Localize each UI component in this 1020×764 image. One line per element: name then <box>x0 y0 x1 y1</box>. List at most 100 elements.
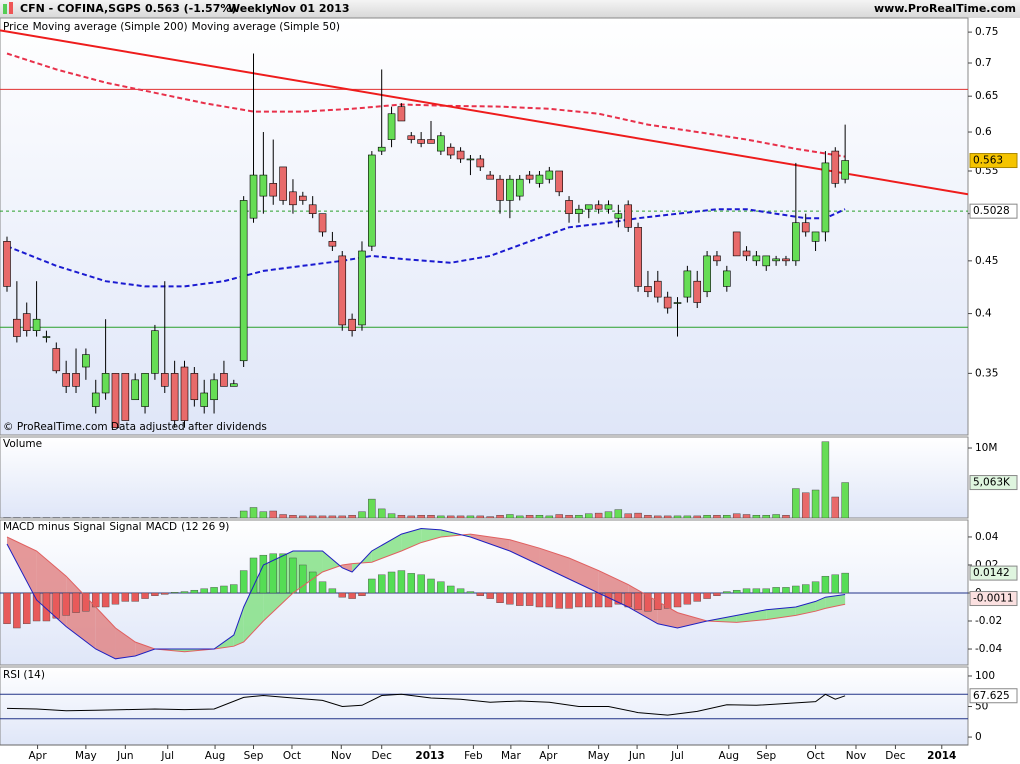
volume-bar <box>407 515 415 518</box>
y-tick-label: 0.35 <box>975 367 998 379</box>
candle-body <box>348 318 356 331</box>
histogram-bar <box>13 592 21 629</box>
histogram-bar <box>3 592 11 625</box>
macd-fill <box>677 612 708 629</box>
candle-body <box>792 222 800 262</box>
volume-bar <box>308 515 317 518</box>
macd-fill <box>569 557 599 593</box>
histogram-bar <box>23 592 31 625</box>
legend-entry: Moving average (Simple 50) <box>192 21 340 33</box>
candle-body <box>683 270 692 298</box>
histogram-bar <box>121 592 130 602</box>
y-tick-label: 0.6 <box>975 126 992 138</box>
histogram-bar <box>565 592 573 609</box>
histogram-bar <box>328 588 337 594</box>
legend-entry: Moving average (Simple 200) <box>33 21 188 33</box>
volume-bar <box>811 489 820 518</box>
candle-body <box>634 227 642 287</box>
y-tick-label: 100 <box>975 670 995 682</box>
volume-bar <box>456 515 465 518</box>
volume-bar <box>437 515 445 518</box>
histogram-bar <box>358 592 366 596</box>
candle-body <box>170 373 179 421</box>
volume-bar <box>604 511 613 518</box>
candle-body <box>624 204 633 228</box>
candle-body <box>821 162 830 233</box>
candle-body <box>397 106 406 122</box>
volume-bar <box>545 515 554 518</box>
histogram-bar <box>131 592 139 602</box>
rsi-line <box>6 693 846 716</box>
macd-fill <box>7 536 37 600</box>
macd-value-box <box>969 591 1018 607</box>
candle-body <box>476 158 485 168</box>
candle-body <box>190 373 199 401</box>
candle-body <box>525 174 534 180</box>
histogram-value: 0.0142 <box>973 567 1010 579</box>
histogram-bar <box>437 581 445 594</box>
histogram-bar <box>279 553 287 594</box>
candle-body <box>565 200 573 214</box>
candle-body <box>239 200 248 362</box>
site: www.ProRealTime.com <box>874 2 1016 15</box>
macd-fill <box>342 563 353 572</box>
level-value-box <box>969 203 1018 219</box>
candle-body <box>200 392 209 407</box>
histogram-bar <box>456 588 465 594</box>
candle-body <box>742 250 751 257</box>
volume-bar <box>782 514 790 518</box>
y-tick-label: 0.4 <box>975 308 992 320</box>
volume-bar <box>673 515 682 518</box>
histogram-bar <box>693 592 701 602</box>
histogram-bar <box>594 592 603 608</box>
volume-bar <box>348 514 356 518</box>
candle-body <box>42 336 51 338</box>
histogram-bar <box>161 592 169 595</box>
candle-body <box>13 318 21 337</box>
last-price: 0.563 <box>973 155 1003 167</box>
candle-body <box>229 383 238 387</box>
quote: 0.563 (-1.57%) <box>145 2 236 15</box>
candle-body <box>121 373 130 421</box>
candle-body <box>466 158 475 161</box>
histogram-bar <box>624 592 632 608</box>
candle-body <box>62 373 70 387</box>
histogram-bar <box>190 589 199 594</box>
histogram-bar <box>466 591 475 594</box>
legend-entry: Price <box>3 21 29 33</box>
macd-fill <box>243 564 264 643</box>
candle-body <box>584 204 593 210</box>
last-price-box <box>969 153 1018 169</box>
histogram-bar <box>723 591 731 594</box>
y-tick-label: 0.04 <box>975 531 999 543</box>
histogram-bar <box>427 578 435 594</box>
volume-bar <box>486 516 494 518</box>
candle-body <box>111 373 120 429</box>
histogram-bar <box>801 584 810 594</box>
x-tick-label: Nov <box>846 750 867 762</box>
histogram-bar <box>525 592 534 606</box>
histogram-bar <box>72 592 80 613</box>
candle-body <box>614 213 623 219</box>
macd-fill <box>371 534 402 563</box>
histogram-bar <box>752 588 761 594</box>
volume-bar <box>614 509 623 518</box>
volume-bar <box>713 514 721 518</box>
y-tick-label: 50 <box>975 701 988 713</box>
volume-bar <box>299 515 307 518</box>
histogram-bar <box>32 592 41 622</box>
histogram-bar <box>762 588 770 594</box>
x-tick-label: Sep <box>244 750 264 762</box>
plot-area <box>3 441 849 518</box>
volume-box <box>969 475 1018 491</box>
panel-title: Volume <box>3 438 42 450</box>
histogram-bar <box>111 592 120 605</box>
y-tick-label: 0.7 <box>975 57 992 69</box>
candle-body <box>506 178 514 201</box>
macd-fill <box>233 607 244 647</box>
candle-body <box>604 204 613 210</box>
volume-bar <box>358 511 366 518</box>
histogram-bar <box>269 553 277 594</box>
x-tick-label: Apr <box>28 750 47 762</box>
